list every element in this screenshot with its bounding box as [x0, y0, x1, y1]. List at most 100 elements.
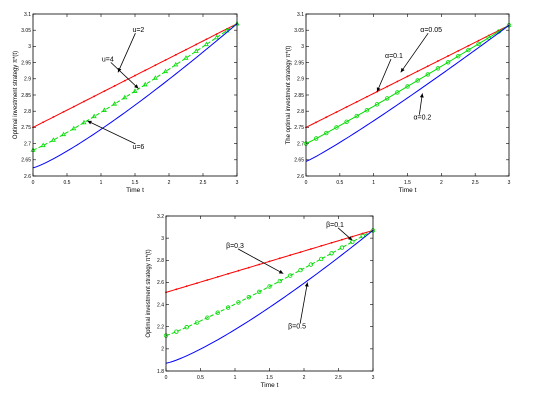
chart-panel-3: 0 0.5 1 1.5 2 2.5 3 1.8 2 2.2 2.4 2.6 2.8 3 3.2 β=0.1 β=… — [146, 214, 376, 389]
y-tick-label: 2.95 — [21, 60, 31, 66]
series-marker — [122, 94, 128, 100]
y-tick-label: 2.95 — [294, 60, 304, 66]
x-tick-label: 0.5 — [64, 180, 71, 186]
y-tick-label: 3 — [161, 236, 164, 242]
x-tick-label: 1.5 — [132, 180, 139, 186]
x-tick-label: 0 — [165, 375, 168, 381]
series-marker — [93, 95, 96, 98]
series-marker — [258, 263, 261, 266]
series-marker — [325, 116, 328, 119]
y-tick-label: 2.65 — [294, 158, 304, 164]
x-tick-label: 3 — [508, 180, 511, 186]
y-tick-label: 3.1 — [24, 12, 31, 18]
series-marker — [315, 121, 318, 124]
x-tick-label: 0 — [305, 180, 308, 186]
y-tick-label: 2.8 — [157, 258, 164, 264]
series-marker — [203, 41, 209, 47]
annotation-label: u=6 — [132, 144, 144, 151]
y-tick-label: 2.65 — [21, 158, 31, 164]
series-line-2 — [165, 229, 374, 337]
y-tick-label: 2.8 — [24, 109, 31, 115]
series-marker — [123, 79, 126, 82]
x-tick-label: 2.5 — [335, 375, 342, 381]
series-marker — [447, 55, 449, 57]
annotation-arrow — [87, 120, 136, 145]
y-tick-label: 2.7 — [24, 141, 31, 147]
series-marker — [113, 85, 116, 87]
series-marker — [40, 142, 46, 148]
series-marker — [445, 60, 451, 65]
y-tick-label: 2.75 — [21, 125, 31, 131]
series-marker — [215, 310, 220, 315]
series-marker — [216, 275, 219, 278]
annotation-arrowhead — [400, 67, 405, 73]
annotation-label: u=4 — [102, 56, 114, 63]
series-marker — [386, 85, 389, 88]
y-axis-label: The optimal investment strategy π*(t) — [286, 46, 292, 145]
series-marker — [205, 315, 210, 320]
x-axis-label: Time t — [126, 187, 144, 194]
y-tick-label: 2.6 — [24, 174, 31, 180]
series-marker — [396, 80, 399, 83]
series-marker — [406, 75, 409, 78]
series-marker — [246, 294, 251, 300]
annotation-arrowhead — [278, 269, 284, 274]
series-line-3 — [32, 23, 238, 169]
series-marker — [52, 116, 55, 118]
annotation-arrowhead — [376, 87, 381, 92]
series-marker — [173, 61, 179, 67]
series-marker — [426, 65, 429, 68]
x-tick-label: 1.5 — [266, 375, 273, 381]
y-tick-label: 1.8 — [157, 369, 164, 375]
series-marker — [183, 55, 189, 60]
x-tick-label: 1.5 — [404, 180, 411, 186]
y-tick-label: 2.85 — [294, 93, 304, 99]
y-tick-label: 3 — [301, 44, 304, 50]
annotation-arrow — [299, 282, 308, 324]
annotation-label: α=0.1 — [385, 53, 403, 60]
y-tick-label: 2.2 — [157, 325, 164, 331]
annotation-arrowhead — [117, 67, 122, 73]
series-marker — [268, 260, 271, 263]
series-marker — [134, 74, 136, 77]
annotation-arrow — [400, 32, 429, 73]
series-marker — [329, 251, 334, 256]
y-tick-label: 3.1 — [297, 12, 304, 18]
y-tick-label: 3.05 — [294, 28, 304, 34]
series-marker — [103, 90, 106, 93]
y-tick-label: 2.8 — [297, 109, 304, 115]
series-marker — [237, 269, 240, 272]
series-marker — [308, 262, 314, 267]
series-marker — [91, 113, 97, 119]
annotation-arrow — [117, 33, 136, 73]
annotation-arrowhead — [347, 236, 353, 241]
chart-panel-1: 0 0.5 1 1.5 2 2.5 3 2.6 2.65 2.7 2.75 2.8 2.85 2.9 2.9… — [13, 12, 240, 194]
annotation-label: β=0.5 — [288, 324, 306, 331]
annotation-arrowhead — [304, 282, 309, 287]
series-marker — [185, 285, 188, 288]
series-marker — [320, 244, 323, 247]
series-marker — [289, 254, 292, 257]
series-marker — [206, 279, 209, 281]
series-marker — [476, 41, 481, 47]
series-marker — [175, 288, 178, 291]
series-marker — [196, 282, 198, 284]
series-marker — [310, 248, 312, 250]
x-tick-label: 1 — [372, 180, 375, 186]
x-tick-label: 1 — [100, 180, 103, 186]
annotation-label: β=0.3 — [226, 243, 244, 250]
series-marker — [344, 119, 349, 124]
series-marker — [132, 88, 138, 93]
series-marker — [194, 320, 200, 325]
annotation-arrow — [376, 58, 392, 92]
series-marker — [236, 300, 241, 305]
series-marker — [214, 34, 220, 40]
series-marker — [81, 119, 87, 125]
x-axis-label: Time t — [399, 187, 417, 194]
annotation-label: β=0.1 — [326, 222, 344, 229]
series-marker — [62, 110, 65, 113]
annotation-label: α=0.2 — [413, 115, 431, 122]
series-marker — [278, 257, 281, 260]
y-tick-label: 2.7 — [297, 141, 304, 147]
x-tick-label: 0.5 — [197, 375, 204, 381]
